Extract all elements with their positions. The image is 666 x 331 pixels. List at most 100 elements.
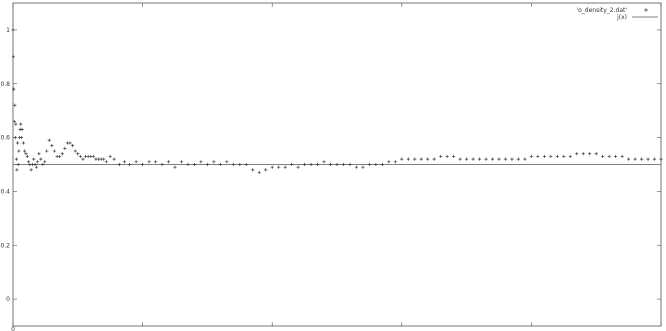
data-point bbox=[102, 157, 106, 161]
data-point bbox=[71, 144, 75, 148]
data-point bbox=[315, 162, 320, 167]
data-point bbox=[11, 55, 15, 59]
data-point bbox=[36, 160, 40, 164]
data-point bbox=[153, 160, 158, 164]
data-point bbox=[341, 162, 346, 167]
data-point bbox=[536, 154, 540, 159]
x-axis: 0 bbox=[11, 3, 662, 331]
data-point bbox=[426, 157, 430, 161]
data-point bbox=[58, 154, 62, 159]
data-point bbox=[34, 165, 38, 169]
data-point bbox=[264, 168, 268, 172]
data-point bbox=[497, 157, 501, 161]
data-point bbox=[16, 162, 20, 167]
y-tick-label: 0.4 bbox=[0, 188, 10, 195]
data-point bbox=[41, 162, 45, 167]
x-tick-label: 0 bbox=[11, 326, 15, 331]
data-point bbox=[52, 149, 57, 153]
data-point bbox=[32, 157, 36, 161]
data-point bbox=[186, 162, 190, 167]
data-point bbox=[199, 160, 203, 164]
data-point bbox=[270, 165, 274, 169]
y-tick-label: 1 bbox=[6, 27, 10, 34]
data-point bbox=[452, 154, 456, 159]
data-point bbox=[465, 157, 469, 161]
data-point bbox=[562, 154, 566, 159]
data-point bbox=[646, 157, 650, 161]
data-point bbox=[12, 87, 16, 91]
data-point bbox=[21, 141, 25, 145]
data-point bbox=[439, 154, 443, 159]
data-point bbox=[11, 28, 15, 32]
data-point bbox=[238, 162, 242, 167]
data-point bbox=[419, 157, 423, 161]
data-point bbox=[29, 168, 33, 172]
data-point bbox=[13, 103, 17, 107]
data-point bbox=[45, 149, 49, 153]
data-points bbox=[11, 28, 663, 175]
data-point bbox=[231, 162, 235, 167]
data-point bbox=[60, 152, 64, 156]
data-point bbox=[328, 162, 333, 167]
data-point bbox=[141, 162, 145, 167]
data-point bbox=[335, 162, 339, 167]
data-point bbox=[471, 157, 475, 161]
data-point bbox=[322, 160, 326, 164]
data-point bbox=[620, 154, 624, 159]
data-point bbox=[309, 162, 313, 167]
data-point bbox=[166, 160, 171, 164]
data-point bbox=[361, 165, 365, 169]
data-point bbox=[205, 162, 209, 167]
data-point bbox=[37, 152, 41, 156]
data-point bbox=[147, 160, 151, 164]
data-point bbox=[588, 152, 592, 156]
data-point bbox=[400, 157, 404, 161]
data-point bbox=[633, 157, 637, 161]
data-point bbox=[516, 157, 521, 161]
y-axis: 0 0.2 0.4 0.6 0.8 1 bbox=[0, 27, 661, 303]
data-point bbox=[380, 162, 384, 167]
data-point bbox=[23, 149, 27, 153]
data-point bbox=[555, 154, 559, 159]
data-point bbox=[81, 157, 85, 161]
data-point bbox=[192, 162, 197, 167]
data-point bbox=[104, 160, 108, 164]
data-point bbox=[283, 165, 287, 169]
data-point bbox=[15, 168, 19, 172]
data-point bbox=[581, 152, 585, 156]
data-point bbox=[19, 122, 23, 126]
data-point bbox=[25, 154, 29, 159]
data-point bbox=[387, 160, 391, 164]
data-point bbox=[122, 160, 127, 164]
data-point bbox=[659, 157, 663, 161]
data-point bbox=[529, 154, 533, 159]
data-point bbox=[303, 162, 307, 167]
y-tick-label: 0.6 bbox=[0, 135, 10, 142]
data-point bbox=[490, 157, 495, 161]
data-point bbox=[432, 157, 436, 161]
data-point bbox=[367, 162, 371, 167]
data-point bbox=[354, 165, 359, 169]
data-point bbox=[160, 162, 164, 167]
data-point bbox=[14, 122, 18, 126]
data-point bbox=[108, 154, 112, 159]
data-point bbox=[639, 157, 644, 161]
data-point bbox=[406, 157, 410, 161]
data-point bbox=[128, 162, 132, 167]
data-point bbox=[484, 157, 488, 161]
data-point bbox=[257, 170, 261, 175]
data-point bbox=[117, 162, 121, 167]
data-point bbox=[652, 157, 657, 161]
y-tick-label: 0.2 bbox=[0, 242, 10, 249]
data-point bbox=[549, 154, 553, 159]
data-point bbox=[290, 162, 294, 167]
data-point bbox=[68, 141, 72, 145]
data-point bbox=[12, 119, 16, 124]
data-point bbox=[14, 157, 18, 161]
data-point bbox=[374, 162, 378, 167]
data-point bbox=[33, 162, 37, 167]
data-point bbox=[218, 162, 222, 167]
legend-label-density: 'o_density_2.dat' bbox=[576, 7, 627, 14]
data-point bbox=[179, 160, 184, 164]
